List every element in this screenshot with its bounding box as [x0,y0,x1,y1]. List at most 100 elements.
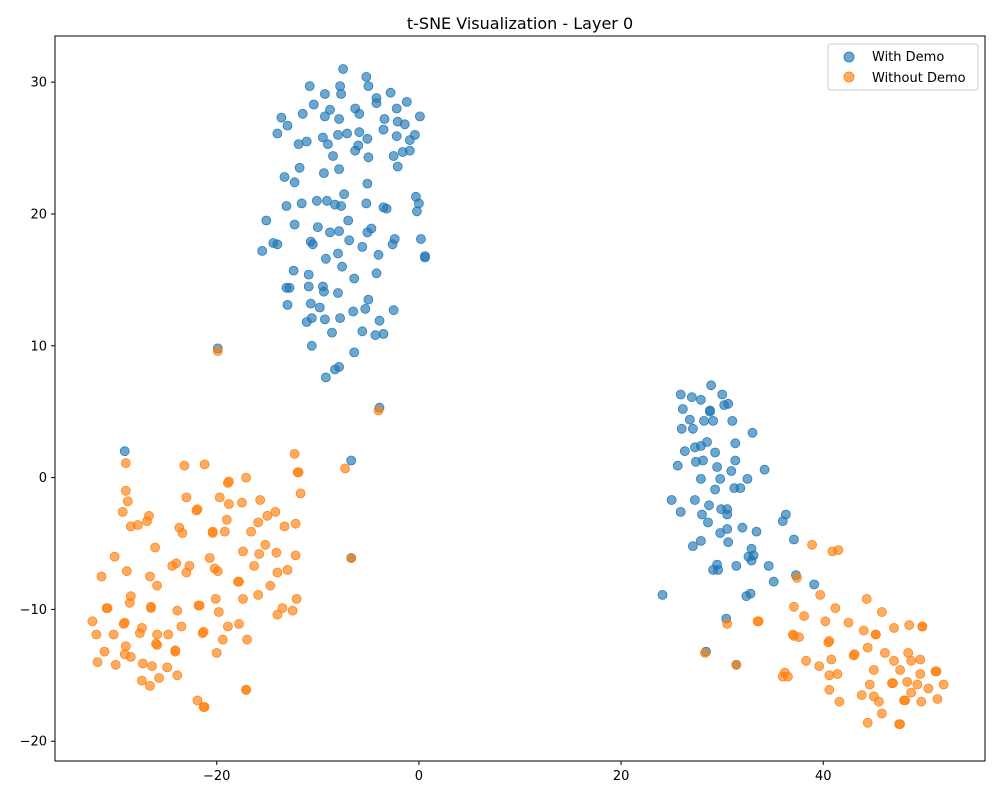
point-without-demo-131 [843,617,854,628]
point-without-demo-122 [827,546,838,557]
point-with-demo-112 [357,326,368,337]
point-with-demo-123 [346,455,357,466]
point-with-demo-42 [328,151,338,161]
point-without-demo-58 [145,571,155,582]
point-without-demo-45 [346,553,357,563]
x-axis: −20 0 20 40 [203,761,832,784]
point-without-demo-28 [290,518,301,529]
point-without-demo-189 [894,719,904,729]
point-without-demo-76 [277,603,288,613]
point-with-demo-52 [339,189,350,200]
point-without-demo-40 [150,542,161,553]
point-without-demo-91 [91,629,102,640]
point-without-demo-160 [868,665,879,675]
point-without-demo-57 [272,567,283,578]
y-tick-label-2: 0 [39,471,47,486]
point-with-demo-55 [321,195,332,206]
point-without-demo-46 [204,553,215,563]
point-without-demo-182 [874,696,884,707]
point-with-demo-160 [735,483,746,494]
point-with-demo-90 [303,269,314,280]
point-without-demo-95 [217,634,228,645]
point-with-demo-10 [401,97,412,107]
point-without-demo-111 [172,670,183,681]
point-without-demo-53 [282,565,293,575]
point-with-demo-47 [334,164,345,175]
point-without-demo-102 [99,646,110,657]
point-with-demo-7 [385,87,396,98]
point-without-demo-29 [279,521,290,532]
point-with-demo-38 [322,139,333,150]
point-with-demo-129 [696,394,706,405]
point-without-demo-141 [870,629,881,640]
point-with-demo-107 [319,314,330,325]
point-with-demo-122 [119,446,130,457]
point-without-demo-84 [176,621,187,632]
point-without-demo-124 [815,590,826,600]
points-layer [87,64,949,729]
point-without-demo-99 [152,640,163,650]
point-with-demo-193 [741,591,752,602]
point-without-demo-146 [823,637,834,648]
point-without-demo-134 [722,619,733,629]
point-with-demo-113 [370,330,381,341]
point-with-demo-59 [336,201,347,211]
point-without-demo-125 [861,594,872,604]
point-without-demo-135 [904,620,915,631]
point-with-demo-153 [726,466,737,476]
point-with-demo-105 [388,305,399,316]
point-with-demo-2 [304,81,315,91]
point-without-demo-130 [820,616,831,627]
point-without-demo-5 [199,459,210,470]
point-with-demo-127 [717,389,728,400]
point-with-demo-0 [338,64,349,74]
point-with-demo-26 [272,128,283,139]
point-without-demo-64 [253,590,264,600]
point-without-demo-171 [912,679,923,690]
point-without-demo-181 [834,696,845,707]
point-without-demo-138 [889,623,899,633]
point-with-demo-89 [288,265,299,276]
point-without-demo-106 [92,657,103,667]
point-with-demo-155 [696,473,706,484]
point-without-demo-1 [373,405,384,416]
point-without-demo-184 [899,695,909,706]
point-with-demo-14 [391,103,402,114]
x-tick-label-2: 20 [613,769,630,784]
point-with-demo-161 [666,495,677,505]
point-without-demo-31 [125,521,136,532]
point-without-demo-15 [181,492,192,503]
point-without-demo-114 [145,681,155,691]
point-without-demo-80 [272,609,283,620]
plot-frame [54,35,986,762]
point-with-demo-88 [337,261,348,272]
point-without-demo-144 [794,632,804,642]
legend-label-with-demo: With Demo [872,50,944,65]
point-without-demo-119 [199,702,210,712]
point-with-demo-68 [312,222,323,233]
x-tick-label-0: −20 [203,769,230,784]
point-without-demo-73 [101,603,112,613]
y-tick-label-5: 30 [30,76,47,91]
point-without-demo-155 [889,655,899,666]
point-without-demo-47 [109,551,120,562]
point-with-demo-134 [705,405,715,416]
point-without-demo-37 [219,526,230,537]
point-without-demo-126 [789,601,799,612]
point-without-demo-4 [179,460,190,471]
point-with-demo-117 [349,347,360,358]
point-without-demo-25 [262,510,273,521]
point-with-demo-28 [354,127,365,138]
point-with-demo-162 [690,495,700,505]
point-with-demo-171 [777,516,788,526]
point-with-demo-146 [679,446,690,457]
point-with-demo-22 [399,119,410,130]
point-with-demo-78 [344,235,355,246]
point-without-demo-41 [238,546,248,557]
point-with-demo-156 [715,473,726,484]
point-without-demo-190 [862,717,873,728]
point-without-demo-81 [87,616,98,627]
point-without-demo-139 [858,625,869,636]
point-with-demo-172 [737,522,748,533]
point-with-demo-115 [306,340,317,351]
